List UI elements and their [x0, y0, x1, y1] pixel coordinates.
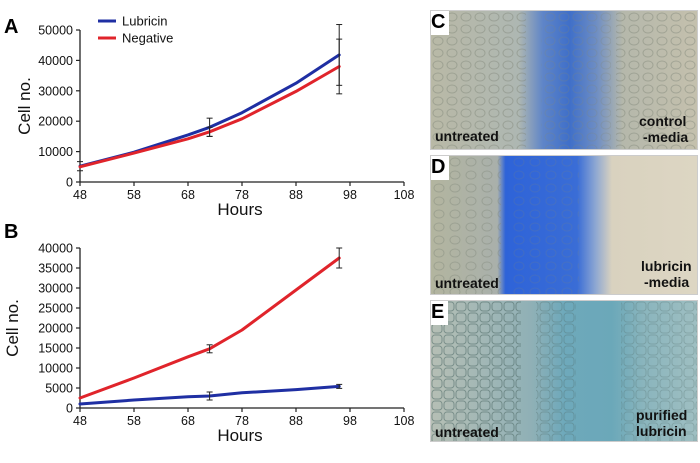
image-letter-e: E [431, 301, 449, 325]
chart-a: 0 10000 20000 30000 40000 50000 48 58 68 78 88 98 10… [15, 14, 414, 220]
right-label-e-line2: lubricin [636, 423, 687, 439]
right-label-c-line2: -media [643, 129, 689, 145]
x-tick-label: 48 [73, 188, 87, 202]
y-axis-title: Cell no. [3, 299, 22, 357]
x-tick-label: 88 [289, 188, 303, 202]
y-tick-label: 10000 [38, 145, 73, 159]
x-tick-label: 78 [235, 414, 249, 428]
y-tick-label: 5000 [45, 382, 73, 396]
x-tick-label: 108 [394, 188, 415, 202]
x-axis-title: Hours [217, 200, 262, 219]
x-tick-label: 78 [235, 188, 249, 202]
y-tick-label: 20000 [38, 115, 73, 129]
x-tick-label: 48 [73, 414, 87, 428]
y-tick-label: 0 [66, 402, 73, 416]
right-label-e-line1: purified [636, 407, 688, 423]
micrograph-d [431, 156, 697, 294]
x-tick-label: 108 [394, 414, 415, 428]
image-letter-c: C [431, 11, 450, 35]
x-tick-label: 68 [181, 188, 195, 202]
x-tick-label: 88 [289, 414, 303, 428]
series-line-lubricin [78, 53, 341, 168]
x-axis-title: Hours [217, 426, 262, 445]
y-tick-label: 20000 [38, 322, 73, 336]
image-letter-d: D [431, 156, 450, 180]
x-tick-label: 68 [181, 414, 195, 428]
right-label-d-line1: lubricin [641, 258, 692, 274]
x-tick-label: 58 [127, 414, 141, 428]
y-tick-label: 50000 [38, 24, 73, 38]
x-tick-label: 98 [343, 188, 357, 202]
left-label-d: untreated [435, 275, 499, 291]
panel-letter-a: A [4, 16, 18, 38]
x-tick-label: 98 [343, 414, 357, 428]
micrograph-c [431, 11, 697, 149]
y-tick-label: 0 [66, 176, 73, 190]
left-label-c: untreated [435, 128, 499, 144]
x-tick-label: 58 [127, 188, 141, 202]
scratch-image-c: C untreated control -media [430, 10, 698, 150]
y-tick-label: 30000 [38, 282, 73, 296]
series-line-negative [78, 256, 341, 400]
right-label-d-line2: -media [644, 274, 690, 290]
legend-label-lubricin: Lubricin [122, 14, 168, 29]
y-tick-label: 35000 [38, 262, 73, 276]
legend-label-negative: Negative [122, 31, 173, 46]
left-label-e: untreated [435, 424, 499, 440]
y-tick-label: 15000 [38, 342, 73, 356]
panel-letter-b: B [4, 221, 18, 243]
y-tick-label: 30000 [38, 84, 73, 98]
micrograph-e [431, 301, 697, 441]
y-tick-label: 40000 [38, 242, 73, 256]
scratch-image-e: E untreated purified lubricin [430, 300, 698, 442]
y-tick-label: 25000 [38, 302, 73, 316]
y-tick-label: 10000 [38, 362, 73, 376]
right-label-c-line1: control [639, 113, 687, 129]
y-axis-title: Cell no. [15, 77, 34, 135]
scratch-image-d: D untreated lubricin -media [430, 155, 698, 295]
chart-b: 0 5000 10000 15000 20000 25000 30000 35000 40000… [3, 242, 414, 446]
y-tick-label: 40000 [38, 54, 73, 68]
